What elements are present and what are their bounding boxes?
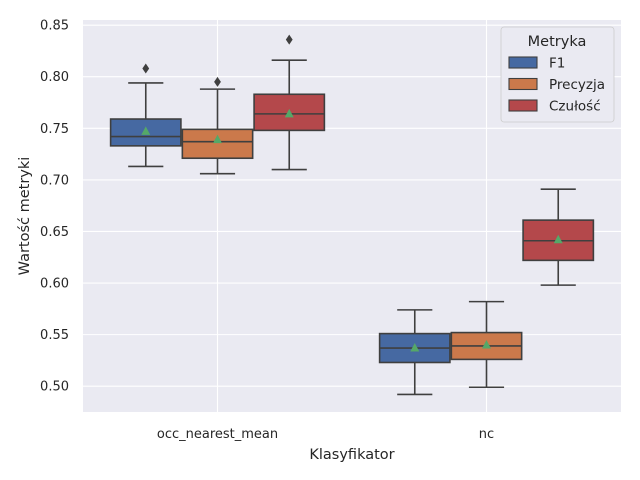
legend-swatch — [508, 56, 538, 69]
legend-label: Precyzja — [549, 77, 605, 93]
outlier-point — [285, 34, 293, 45]
y-tick-label: 0.65 — [40, 225, 69, 240]
mean-marker — [410, 343, 420, 352]
x-tick-labels: occ_nearest_mean nc — [157, 427, 494, 442]
x-tick-label: nc — [479, 427, 494, 442]
y-tick-labels: 0.50 0.55 0.60 0.65 0.70 0.75 0.80 0.85 — [40, 19, 69, 395]
y-tick-label: 0.60 — [40, 277, 69, 292]
legend-item: F1 — [508, 56, 565, 72]
box-2-1 — [522, 188, 595, 286]
y-axis-label: Wartość metryki — [17, 157, 33, 276]
x-axis-label: Klasyfikator — [309, 447, 394, 463]
y-tick-label: 0.55 — [40, 328, 69, 343]
legend: Metryka F1 Precyzja Czułość — [500, 26, 615, 123]
box-0-1 — [378, 309, 451, 396]
legend-item: Czułość — [508, 99, 601, 115]
mean-marker — [553, 234, 563, 244]
outlier-point — [142, 63, 150, 74]
mean-marker — [213, 134, 222, 144]
x-tick-label: occ_nearest_mean — [157, 427, 278, 442]
legend-items: F1 Precyzja Czułość — [508, 56, 605, 115]
box-1-0 — [181, 76, 254, 175]
y-tick-label: 0.85 — [40, 19, 69, 34]
y-tick-label: 0.70 — [40, 173, 69, 188]
box-2-0 — [253, 34, 326, 171]
box-iqr — [253, 93, 326, 132]
legend-swatch — [508, 77, 538, 91]
y-tick-label: 0.75 — [40, 122, 69, 137]
box-iqr — [181, 128, 254, 160]
box-iqr — [109, 118, 182, 147]
box-1-1 — [450, 300, 523, 389]
legend-label: Czułość — [549, 99, 601, 115]
box-0-0 — [109, 63, 182, 168]
mean-marker — [284, 108, 294, 118]
legend-label: F1 — [549, 56, 565, 72]
y-tick-label: 0.80 — [40, 70, 69, 85]
mean-marker — [141, 126, 151, 135]
box-series — [109, 34, 595, 396]
legend-swatch — [508, 99, 538, 112]
legend-frame — [500, 26, 615, 123]
y-tick-label: 0.50 — [40, 380, 69, 395]
legend-item: Precyzja — [508, 77, 605, 93]
outlier-point — [214, 76, 221, 87]
mean-marker — [482, 339, 491, 349]
legend-title: Metryka — [528, 34, 587, 50]
